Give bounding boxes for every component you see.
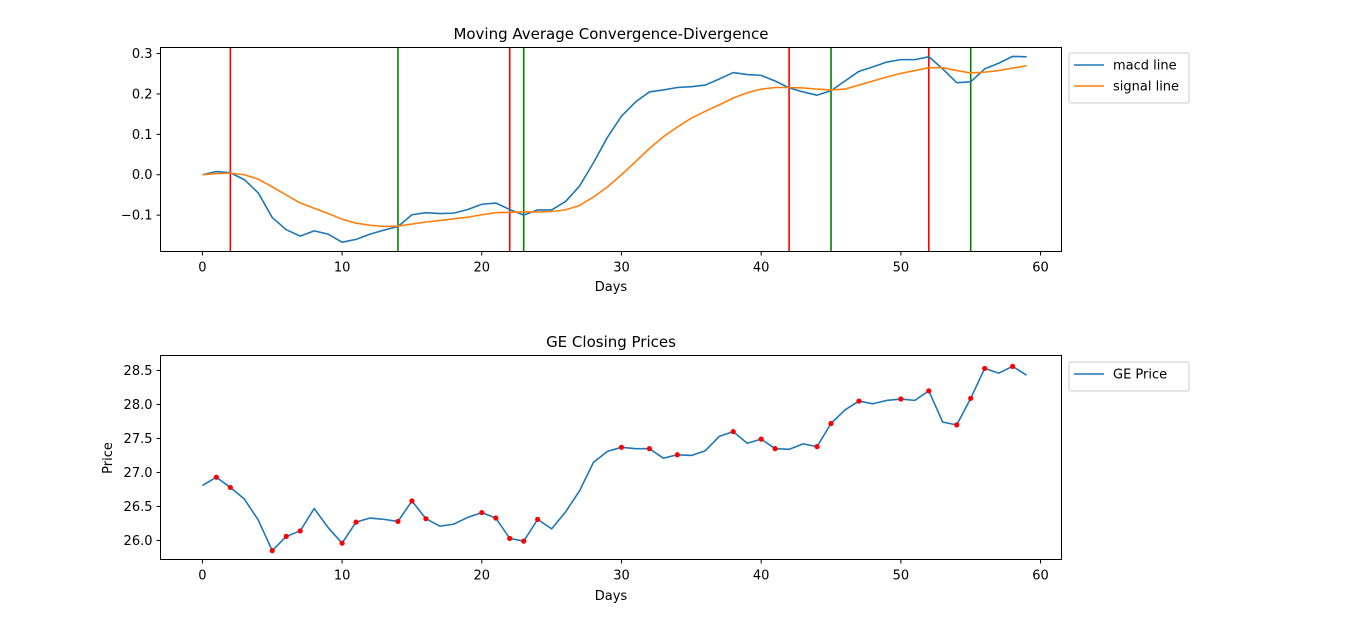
price-marker-point (227, 484, 233, 491)
price-marker-point (954, 422, 960, 428)
price-x-tick-label: 0 (198, 569, 206, 584)
price-legend-box (1068, 361, 1190, 392)
macd-series-line-0 (202, 55, 1027, 244)
price-marker-point (507, 535, 513, 542)
price-marker-point (395, 518, 401, 525)
price-y-tick-label: 28.5 (124, 364, 153, 379)
price-marker-point (926, 388, 932, 394)
macd-y-ticks: −0.1 0.0 0.1 0.2 0.3 (121, 47, 161, 224)
price-marker-point (758, 436, 764, 442)
signal-vertical-lines (229, 47, 972, 252)
price-x-ticks: 0 10 20 30 40 50 60 (198, 559, 1049, 584)
price-x-tick-label: 20 (474, 569, 491, 584)
price-y-axis-label: Price (101, 442, 116, 474)
price-series-line-0 (202, 365, 1028, 552)
price-x-tick-label: 30 (613, 569, 630, 584)
macd-series-line-1 (202, 64, 1027, 228)
price-markers (213, 363, 1016, 554)
macd-y-tick-label: 0.1 (132, 128, 153, 143)
macd-x-tick-label: 10 (334, 261, 351, 276)
price-plot-frame (160, 355, 1062, 560)
macd-x-axis-label: Days (595, 280, 628, 295)
price-marker-point (479, 509, 485, 516)
price-marker-point (1010, 363, 1016, 369)
price-marker-point (968, 395, 974, 401)
price-series-lines (202, 365, 1028, 552)
price-marker-point (982, 365, 988, 372)
price-x-axis-label: Days (595, 589, 628, 604)
price-x-tick-label: 60 (1032, 569, 1049, 584)
macd-x-tick-label: 30 (613, 261, 630, 276)
price-marker-point (353, 519, 359, 525)
price-marker-point (814, 444, 820, 450)
macd-legend: macd line signal line (1068, 52, 1190, 104)
macd-chart: Moving Average Convergence-Divergence 0 1… (121, 25, 1190, 295)
price-marker-point (269, 548, 275, 554)
price-marker-point (423, 516, 429, 522)
price-marker-point (828, 420, 834, 427)
price-y-tick-label: 28.0 (124, 398, 153, 413)
price-x-tick-label: 40 (753, 569, 770, 584)
price-marker-point (898, 396, 904, 402)
price-marker-point (772, 446, 778, 452)
macd-x-tick-label: 60 (1032, 261, 1049, 276)
macd-x-tick-label: 50 (893, 261, 910, 276)
price-marker-point (297, 528, 303, 534)
price-y-ticks: 26.0 26.5 27.0 27.5 28.0 28.5 (124, 364, 161, 549)
price-marker-point (856, 398, 862, 404)
price-x-tick-label: 10 (334, 569, 351, 584)
macd-x-ticks: 0 10 20 30 40 50 60 (198, 251, 1049, 276)
macd-legend-label: macd line (1113, 59, 1177, 74)
macd-plot-frame (160, 47, 1062, 252)
price-marker-point (730, 429, 736, 435)
price-marker-point (213, 474, 219, 480)
price-marker-point (646, 446, 653, 452)
macd-series-lines (202, 55, 1027, 244)
price-chart-title: GE Closing Prices (546, 333, 676, 351)
price-marker-point (618, 444, 625, 450)
price-marker-point (409, 498, 415, 504)
price-y-tick-label: 26.5 (124, 500, 153, 515)
price-legend-label: GE Price (1113, 368, 1167, 383)
macd-x-tick-label: 40 (753, 261, 770, 276)
macd-y-tick-label: 0.2 (132, 87, 153, 102)
price-y-tick-label: 26.0 (124, 534, 153, 549)
macd-y-tick-label: −0.1 (121, 209, 153, 224)
price-marker-point (283, 533, 289, 539)
macd-y-tick-label: 0.0 (132, 168, 153, 183)
price-y-tick-label: 27.5 (124, 432, 153, 447)
price-chart: GE Closing Prices 0 10 20 30 40 50 60 26.0 26.5… (101, 333, 1190, 604)
macd-y-tick-label: 0.3 (132, 47, 153, 62)
macd-legend-label: signal line (1113, 80, 1179, 95)
macd-chart-title: Moving Average Convergence-Divergence (453, 25, 768, 43)
price-marker-point (521, 538, 527, 544)
price-x-tick-label: 50 (893, 569, 910, 584)
price-legend: GE Price (1068, 361, 1190, 392)
price-marker-point (674, 452, 680, 458)
macd-x-tick-label: 0 (198, 261, 206, 276)
macd-x-tick-label: 20 (474, 261, 491, 276)
price-y-tick-label: 27.0 (124, 466, 153, 481)
price-marker-point (339, 540, 345, 546)
price-marker-point (535, 516, 541, 522)
price-marker-point (493, 515, 499, 521)
